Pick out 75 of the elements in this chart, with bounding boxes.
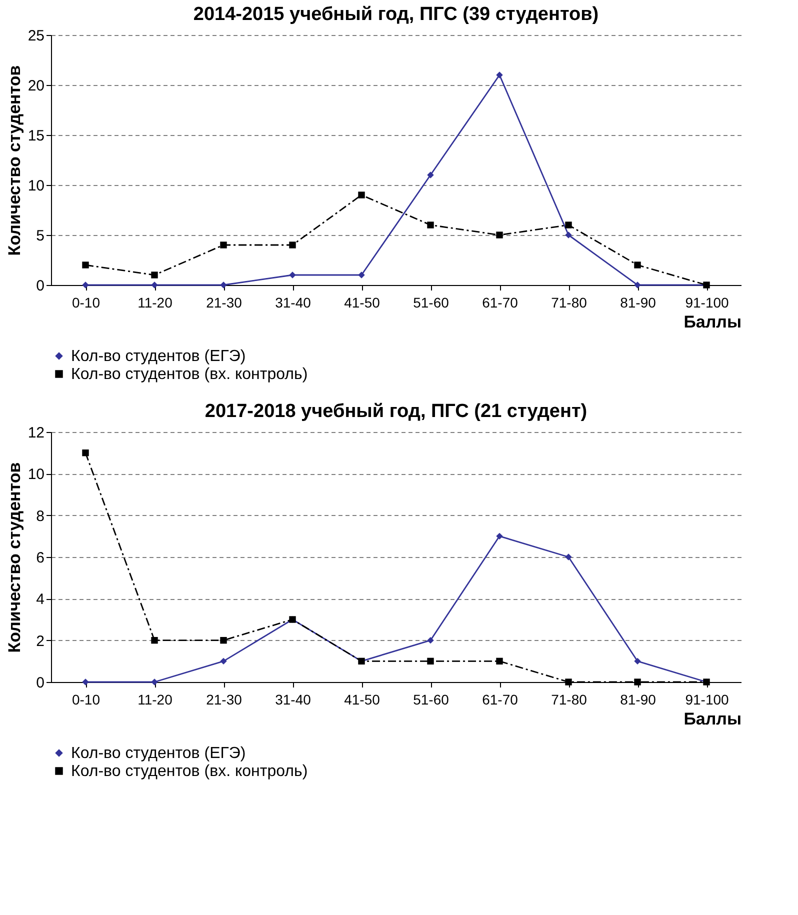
point [496, 532, 503, 540]
x-tick-label: 11-20 [138, 692, 173, 708]
point [565, 222, 572, 228]
point [289, 242, 296, 248]
x-axis-title: Баллы [684, 312, 742, 332]
point [220, 636, 227, 644]
y-tick-label: 0 [36, 278, 44, 294]
x-tick-label: 61-70 [482, 294, 518, 310]
y-tick-label: 0 [36, 674, 44, 692]
point [565, 678, 572, 686]
y-tick-label: 5 [36, 228, 44, 244]
y-tick-label: 4 [36, 591, 44, 608]
y-tick-label: 8 [36, 508, 44, 525]
point [634, 658, 641, 665]
x-tick-label: 0-10 [72, 692, 100, 708]
y-tick-label: 12 [28, 424, 44, 442]
point [496, 658, 503, 665]
point [82, 449, 89, 456]
x-tick-label: 41-50 [344, 692, 380, 708]
point [634, 678, 641, 686]
x-axis-title: Баллы [684, 710, 742, 728]
x-tick-label: 21-30 [206, 692, 242, 708]
point [565, 232, 572, 238]
point [427, 636, 434, 644]
legend-label: Кол-во студентов (вх. контроль) [71, 366, 308, 383]
y-tick-label: 10 [28, 466, 44, 484]
point [220, 658, 227, 665]
y-tick-label: 15 [28, 128, 44, 144]
point [496, 72, 503, 78]
y-axis-title: Количество студентов [4, 462, 24, 653]
point [151, 636, 158, 644]
y-tick-label: 6 [36, 550, 44, 566]
legend-label: Кол-во студентов (вх. контроль) [71, 763, 308, 780]
x-tick-label: 71-80 [551, 692, 588, 708]
point [496, 232, 503, 238]
x-tick-label: 71-80 [551, 294, 588, 310]
y-tick-label: 2 [36, 632, 44, 650]
point [82, 678, 89, 686]
point [82, 262, 89, 268]
x-tick-label: 51-60 [413, 294, 450, 310]
point [565, 554, 572, 560]
x-tick-label: 31-40 [275, 294, 312, 310]
y-tick-label: 25 [28, 28, 44, 44]
x-tick-label: 81-90 [620, 692, 656, 708]
point [427, 222, 434, 228]
x-tick-label: 11-20 [138, 294, 173, 310]
point [220, 242, 227, 248]
point [634, 282, 641, 288]
point [358, 192, 365, 198]
legend-label: Кол-во студентов (ЕГЭ) [71, 348, 246, 365]
x-tick-label: 51-60 [413, 692, 450, 708]
point [427, 172, 434, 178]
x-tick-label: 31-40 [275, 692, 312, 708]
chart-title: 2017-2018 учебный год, ПГС (21 студент) [204, 401, 588, 422]
y-axis-title: Количество студентов [4, 65, 24, 256]
point [634, 262, 641, 268]
point [427, 658, 434, 665]
x-tick-label: 61-70 [482, 692, 518, 708]
point [151, 282, 158, 288]
legend-label: Кол-во студентов (ЕГЭ) [71, 745, 246, 762]
x-tick-label: 91-100 [685, 692, 730, 708]
x-tick-label: 0-10 [72, 294, 100, 310]
point [289, 272, 296, 278]
y-tick-label: 20 [28, 78, 44, 94]
x-tick-label: 21-30 [206, 294, 242, 310]
x-tick-label: 81-90 [620, 294, 656, 310]
point [151, 272, 158, 278]
point [220, 282, 227, 288]
point [82, 282, 89, 288]
x-tick-label: 41-50 [344, 294, 380, 310]
y-tick-label: 10 [28, 178, 44, 194]
point [151, 678, 158, 686]
x-tick-label: 91-100 [685, 294, 730, 310]
point [358, 272, 365, 278]
chart-title: 2014-2015 учебный год, ПГС (39 студентов) [193, 4, 599, 25]
